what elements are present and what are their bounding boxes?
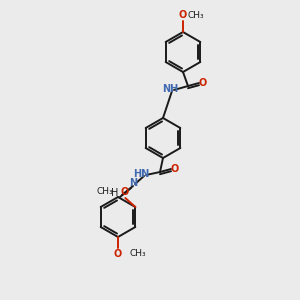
- Text: O: O: [199, 78, 207, 88]
- Text: CH₃: CH₃: [97, 188, 113, 196]
- Text: O: O: [114, 249, 122, 259]
- Text: CH₃: CH₃: [130, 250, 147, 259]
- Text: O: O: [171, 164, 179, 174]
- Text: O: O: [179, 10, 187, 20]
- Text: N: N: [129, 178, 137, 188]
- Text: CH₃: CH₃: [188, 11, 204, 20]
- Text: HN: HN: [133, 169, 149, 179]
- Text: O: O: [120, 187, 128, 197]
- Text: NH: NH: [162, 84, 178, 94]
- Text: H: H: [111, 188, 119, 198]
